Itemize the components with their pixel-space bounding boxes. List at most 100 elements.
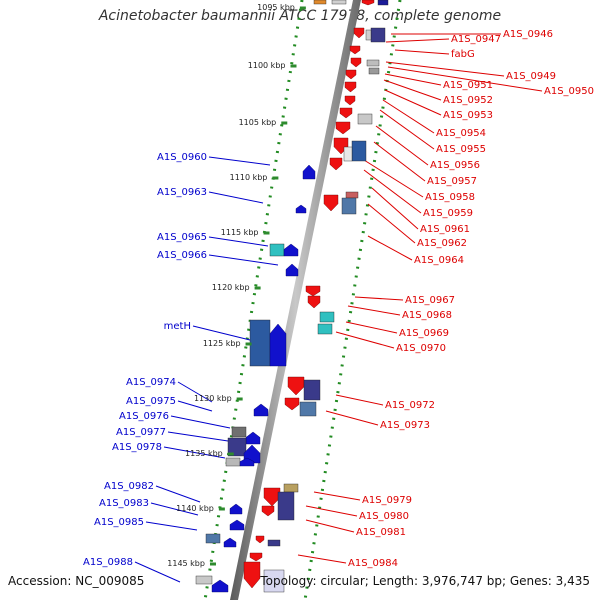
gene-label-left: A1S_0960 (157, 152, 207, 163)
gene-arrow-reverse (353, 27, 365, 39)
gene-arrow-forward (285, 263, 299, 277)
kbp-ticks: 1095 kbp 1100 kbp 1105 kbp 1110 kbp 1115 kbp… (167, 3, 306, 568)
gene-box (343, 146, 353, 162)
gene-label-right: A1S_0961 (420, 224, 470, 235)
gene-arrow-reverse (344, 95, 356, 106)
gene-arrow-forward (269, 323, 287, 367)
kbp-tick-label: 1105 kbp (239, 118, 277, 127)
gene-box (303, 379, 321, 401)
gene-box (377, 0, 389, 6)
gene-arrow-reverse (323, 194, 339, 212)
gene-label-left: A1S_0977 (116, 427, 166, 438)
gene-label-left: A1S_0965 (157, 232, 207, 243)
topology-text: Topology: circular; Length: 3,976,747 bp… (260, 574, 590, 588)
leader-lines (134, 33, 543, 583)
gene-label-right: A1S_0968 (402, 310, 452, 321)
gene-arrow-reverse (287, 376, 305, 396)
gene-features[interactable] (195, 0, 389, 593)
gene-arrow-reverse (249, 552, 263, 562)
gene-arrow-forward (223, 537, 237, 548)
accession-text: Accession: NC_009085 (8, 574, 145, 588)
gene-label-right: A1S_0946 (503, 29, 553, 40)
gene-label-left: metH (164, 321, 191, 332)
leader-line (297, 554, 347, 564)
gene-arrow-forward (253, 403, 269, 417)
leader-line (335, 394, 384, 406)
gene-label-left: A1S_0985 (94, 517, 144, 528)
gene-box (227, 437, 247, 457)
leader-line (208, 236, 269, 247)
leader-line (177, 381, 213, 403)
leader-line (385, 38, 450, 43)
gene-label-right: A1S_0951 (443, 80, 493, 91)
gene-box (269, 243, 285, 257)
leader-line (394, 49, 450, 55)
leader-line (305, 519, 355, 533)
leader-line (177, 400, 213, 412)
gene-arrow-forward (229, 519, 245, 531)
gene-arrow-reverse (255, 535, 265, 544)
gene-label-right: A1S_0955 (436, 144, 486, 155)
leader-line (167, 431, 229, 442)
kbp-tick-label: 1140 kbp (176, 504, 214, 513)
leader-line (155, 485, 201, 503)
leader-line (373, 141, 426, 182)
gene-box (267, 539, 281, 547)
leader-line (379, 109, 435, 150)
leader-line (345, 321, 398, 334)
gene-label-right: A1S_0953 (443, 110, 493, 121)
backbone (230, 0, 361, 600)
kbp-tick-label: 1115 kbp (221, 228, 259, 237)
leader-line (170, 415, 231, 429)
gene-box (319, 311, 335, 323)
gene-label-right: A1S_0956 (430, 160, 480, 171)
gene-box (365, 29, 372, 41)
gene-arrow-reverse (349, 45, 361, 55)
kbp-tick-label: 1095 kbp (257, 3, 295, 12)
gene-box (195, 575, 213, 585)
gene-label-right: A1S_0947 (451, 34, 501, 45)
gene-arrow-reverse (329, 157, 343, 171)
gene-label-right: A1S_0972 (385, 400, 435, 411)
leader-line (371, 187, 419, 230)
gene-label-left: A1S_0966 (157, 250, 207, 261)
gene-arrow-forward (245, 431, 261, 445)
gene-label-right: A1S_0973 (380, 420, 430, 431)
gene-arrow-forward (283, 243, 299, 257)
leader-line (192, 325, 251, 341)
gene-box (231, 426, 247, 438)
kbp-tick-label: 1120 kbp (212, 283, 250, 292)
gene-label-right: A1S_0980 (359, 511, 409, 522)
gene-arrow-forward (211, 579, 229, 593)
leader-line (305, 505, 358, 517)
gene-box (263, 569, 285, 593)
gene-arrow-reverse (335, 121, 351, 135)
gene-label-right: A1S_0964 (414, 255, 464, 266)
gene-label-right: A1S_0970 (396, 343, 446, 354)
gene-label-left: A1S_0974 (126, 377, 176, 388)
backbone-band (230, 0, 361, 600)
gene-arrow-reverse (361, 0, 375, 6)
gene-box (317, 323, 333, 335)
gene-label-left: A1S_0982 (104, 481, 154, 492)
gene-box (345, 191, 359, 199)
leader-line (208, 254, 279, 266)
gene-label-right: A1S_0952 (443, 95, 493, 106)
leader-line (363, 159, 424, 198)
gene-arrow-reverse (243, 561, 261, 589)
gene-arrow-forward (295, 204, 307, 214)
gene-labels[interactable]: A1S_0960 A1S_0963 A1S_0965 A1S_0966 metH A1S_… (83, 29, 594, 569)
gene-box (370, 27, 386, 43)
gene-label-right: A1S_0959 (423, 208, 473, 219)
gene-label-right: A1S_0957 (427, 176, 477, 187)
gene-label-right: A1S_0981 (356, 527, 406, 538)
gene-arrow-reverse (263, 487, 281, 507)
leader-line (208, 156, 271, 166)
gene-arrow-reverse (345, 69, 357, 80)
gene-label-right: A1S_0984 (348, 558, 398, 569)
gene-box (205, 533, 221, 544)
gene-box (368, 67, 380, 75)
gene-label-right: A1S_0958 (425, 192, 475, 203)
gene-label-right: fabG (451, 49, 475, 60)
